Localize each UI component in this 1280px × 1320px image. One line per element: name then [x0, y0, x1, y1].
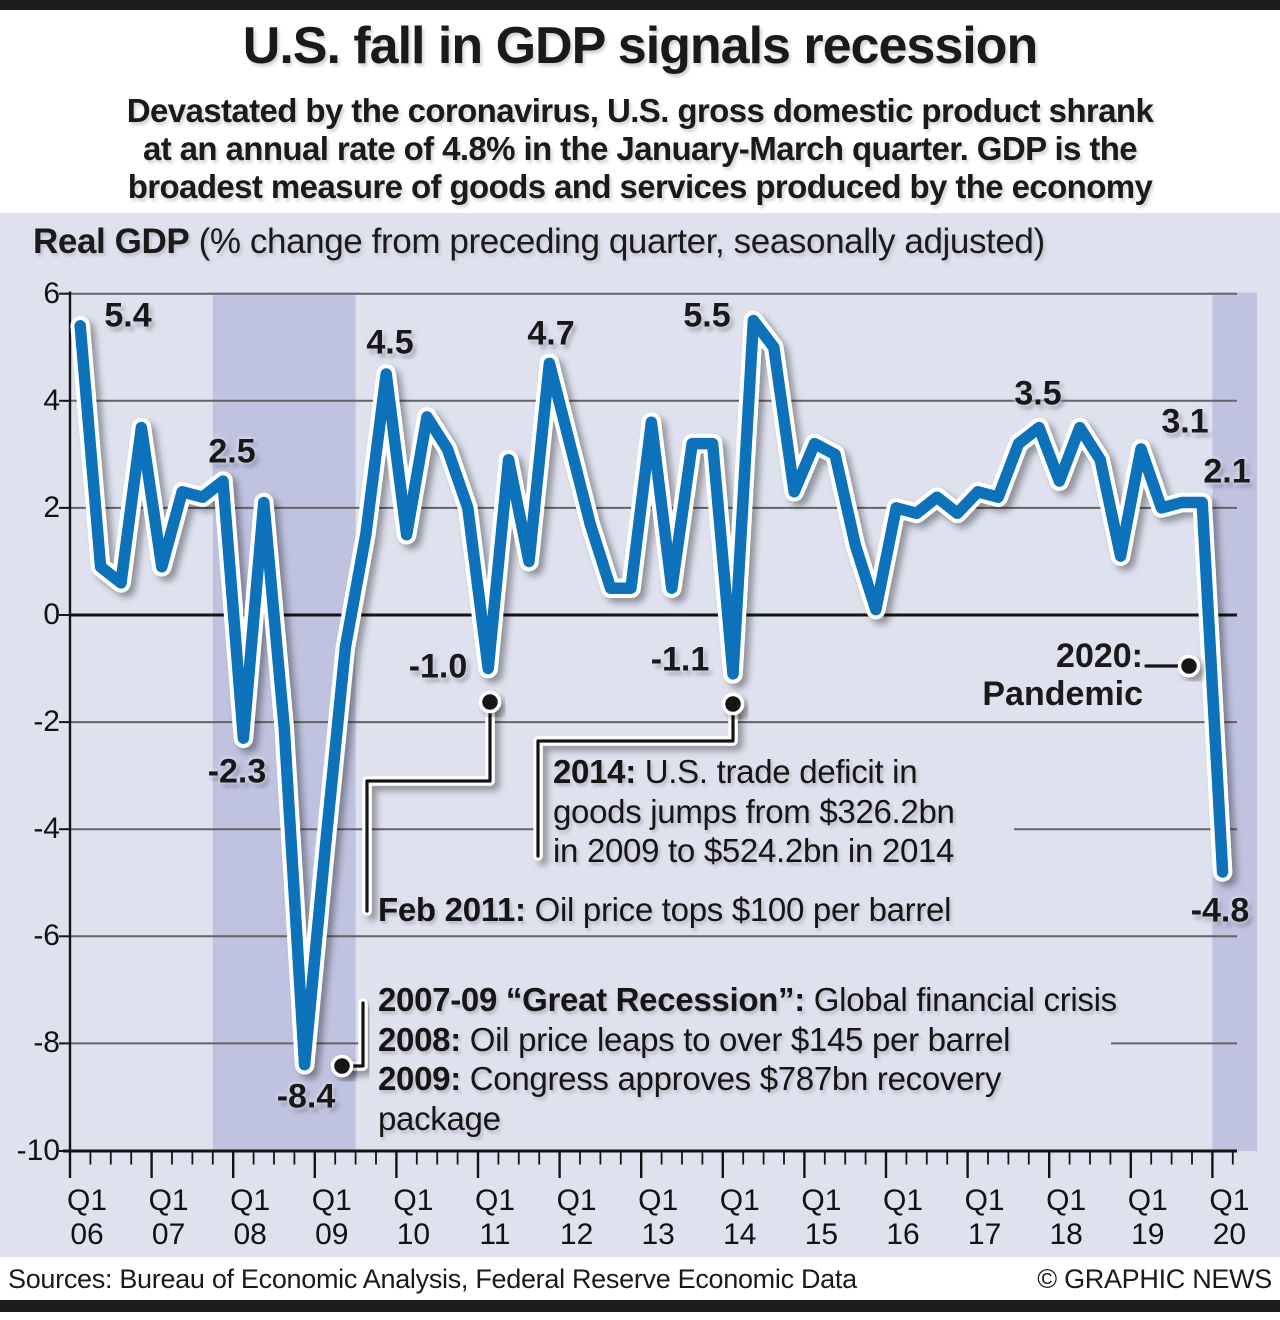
x-axis-label: Q1 14: [719, 1184, 760, 1251]
annotation-panel: [536, 745, 1014, 877]
value-label-2018-Q2: 3.5: [1014, 374, 1062, 413]
y-axis-label: 2: [43, 490, 60, 524]
x-axis-label: Q1 13: [638, 1184, 679, 1251]
sources-text: Sources: Bureau of Economic Analysis, Fe…: [8, 1264, 857, 1294]
x-axis-label: Q1 07: [148, 1184, 189, 1251]
x-axis-label: Q1 16: [882, 1184, 924, 1251]
value-label-2014-Q1: -1.1: [650, 640, 710, 679]
value-label-2019-Q4: 2.1: [1203, 452, 1251, 491]
x-axis-label: Q1 17: [964, 1184, 1005, 1251]
x-axis-label: Q1 18: [1046, 1184, 1087, 1251]
gdp-line: [74, 314, 1229, 1071]
value-label-2020-Q1: -4.8: [1190, 891, 1250, 930]
callout-2008-dot: [330, 1054, 354, 1078]
value-label-2008-Q4: -8.4: [276, 1077, 336, 1116]
x-axis-label: Q1 11: [474, 1184, 516, 1251]
credit-text: © GRAPHIC NEWS: [1037, 1264, 1272, 1294]
chart-title: Real GDP (% change from preceding quarte…: [33, 222, 1045, 262]
page-title: U.S. fall in GDP signals recession: [242, 17, 1038, 75]
subtitle-line: broadest measure of goods and services p…: [127, 168, 1153, 205]
subtitle: Devastated by the coronavirus, U.S. gros…: [0, 92, 1280, 206]
chart-title-rest: (% change from preceding quarter, season…: [189, 222, 1046, 261]
value-label-2008-Q1: -2.3: [207, 752, 267, 791]
y-axis-label: 0: [43, 598, 60, 631]
x-axis-label: Q1 09: [311, 1184, 352, 1251]
top-rule: [0, 0, 1280, 10]
annotation-2014-trade-deficit: 2014: U.S. trade deficit in goods jumps …: [553, 753, 955, 869]
x-axis-label: Q1 08: [230, 1184, 271, 1251]
value-label-2014-Q2: 5.5: [683, 296, 731, 335]
subtitle-line: at an annual rate of 4.8% in the January…: [142, 130, 1138, 167]
value-label-2007-Q4: 2.5: [208, 432, 256, 471]
value-label-2006-Q1: 5.4: [104, 296, 152, 335]
x-axis-label: Q1 19: [1127, 1184, 1168, 1251]
annotation-2020-pandemic: 2020: Pandemic: [982, 637, 1143, 713]
callout-2014-dot: [721, 692, 745, 716]
callout-feb-2011: [362, 697, 495, 916]
annotation-feb-2011-oil: Feb 2011: Oil price tops $100 per barrel: [378, 891, 952, 928]
chart-title-bold: Real GDP: [33, 222, 190, 261]
value-label-2011-Q4: 4.7: [527, 314, 575, 353]
annotation-great-recession: 2007-09 “Great Recession”: Global financ…: [378, 981, 1117, 1137]
subtitle-line: Devastated by the coronavirus, U.S. gros…: [126, 92, 1154, 129]
callout-feb-2011-dot: [478, 690, 502, 714]
y-axis-label: 4: [43, 383, 60, 417]
value-label-2009-Q4: 4.5: [366, 323, 414, 362]
annotation-panel: [366, 973, 1111, 1137]
y-axis-label: 6: [43, 276, 60, 310]
y-axis-label: -10: [16, 1133, 60, 1167]
callout-2020-dot: [1177, 654, 1201, 678]
y-axis-label: -2: [33, 705, 60, 739]
y-axis-label: -8: [33, 1026, 60, 1060]
y-axis-label: -6: [33, 919, 60, 953]
value-label-2019-Q1: 3.1: [1161, 402, 1209, 441]
callout-2014: [536, 702, 735, 858]
x-axis-label: Q1 15: [801, 1184, 842, 1251]
x-axis-label: Q1 06: [66, 1184, 108, 1251]
x-axis-label: Q1 10: [393, 1184, 434, 1251]
annotation-panel: [366, 884, 926, 930]
callout-feb-2011: [365, 700, 492, 913]
x-axis-label: Q1 20: [1209, 1184, 1250, 1251]
value-label-2011-Q1: -1.0: [408, 647, 468, 686]
x-axis-label: Q1 12: [556, 1184, 597, 1251]
y-axis-label: -4: [33, 812, 60, 846]
bottom-rule: [0, 1300, 1280, 1312]
